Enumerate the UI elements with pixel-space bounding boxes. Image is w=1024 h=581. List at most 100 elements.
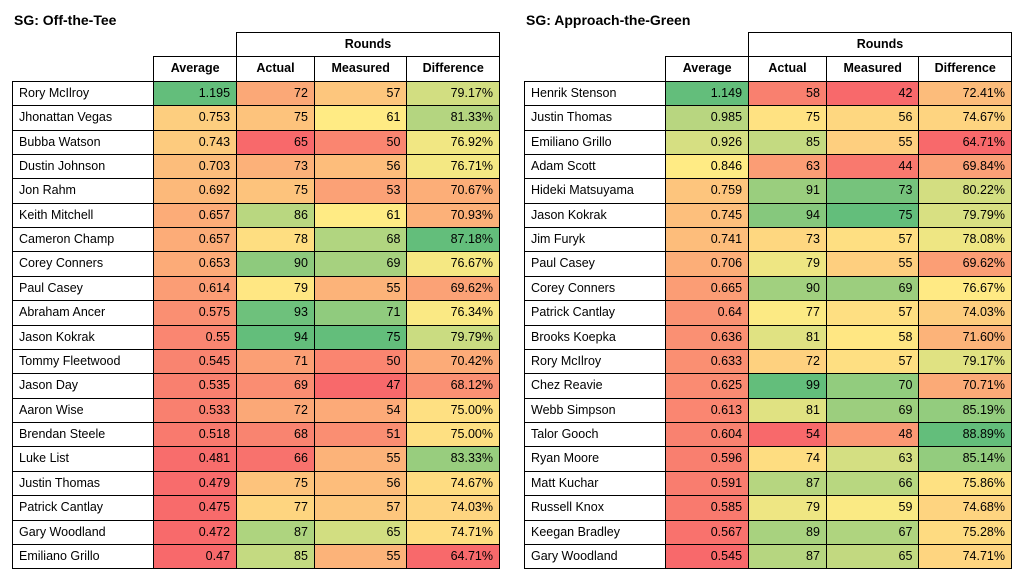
- cell-difference: 88.89%: [919, 423, 1012, 447]
- cell-actual: 87: [237, 520, 315, 544]
- cell-average: 0.613: [666, 398, 749, 422]
- table-row: Hideki Matsuyama0.759917380.22%: [525, 179, 1012, 203]
- cell-measured: 70: [826, 374, 919, 398]
- table-row: Rory McIlroy0.633725779.17%: [525, 349, 1012, 373]
- cell-average: 0.481: [154, 447, 237, 471]
- cell-average: 0.636: [666, 325, 749, 349]
- header-blank: [13, 57, 154, 81]
- header-average: Average: [154, 57, 237, 81]
- table-row: Brendan Steele0.518685175.00%: [13, 423, 500, 447]
- table-row: Adam Scott0.846634469.84%: [525, 154, 1012, 178]
- player-name: Brendan Steele: [13, 423, 154, 447]
- table-off-the-tee: Rounds Average Actual Measured Differenc…: [12, 32, 500, 569]
- cell-difference: 72.41%: [919, 81, 1012, 105]
- header-group-rounds: Rounds: [749, 33, 1012, 57]
- table-row: Jim Furyk0.741735778.08%: [525, 228, 1012, 252]
- table-row: Luke List0.481665583.33%: [13, 447, 500, 471]
- cell-actual: 85: [237, 544, 315, 568]
- header-difference: Difference: [919, 57, 1012, 81]
- table-row: Jason Kokrak0.55947579.79%: [13, 325, 500, 349]
- cell-difference: 75.86%: [919, 471, 1012, 495]
- cell-average: 0.585: [666, 496, 749, 520]
- player-name: Patrick Cantlay: [525, 301, 666, 325]
- header-blank: [525, 57, 666, 81]
- cell-actual: 89: [749, 520, 827, 544]
- cell-measured: 71: [314, 301, 407, 325]
- table-row: Corey Conners0.653906976.67%: [13, 252, 500, 276]
- cell-difference: 75.28%: [919, 520, 1012, 544]
- cell-actual: 68: [237, 423, 315, 447]
- cell-measured: 58: [826, 325, 919, 349]
- player-name: Cameron Champ: [13, 228, 154, 252]
- cell-actual: 79: [237, 276, 315, 300]
- table-row: Emiliano Grillo0.926855564.71%: [525, 130, 1012, 154]
- table-row: Dustin Johnson0.703735676.71%: [13, 154, 500, 178]
- cell-difference: 74.71%: [919, 544, 1012, 568]
- table-row: Webb Simpson0.613816985.19%: [525, 398, 1012, 422]
- player-name: Gary Woodland: [525, 544, 666, 568]
- cell-average: 0.475: [154, 496, 237, 520]
- player-name: Webb Simpson: [525, 398, 666, 422]
- cell-difference: 85.14%: [919, 447, 1012, 471]
- header-blank: [13, 33, 154, 57]
- cell-difference: 75.00%: [407, 423, 500, 447]
- table-row: Gary Woodland0.472876574.71%: [13, 520, 500, 544]
- cell-actual: 93: [237, 301, 315, 325]
- cell-measured: 57: [826, 228, 919, 252]
- header-blank: [154, 33, 237, 57]
- table-row: Jason Kokrak0.745947579.79%: [525, 203, 1012, 227]
- cell-actual: 73: [237, 154, 315, 178]
- cell-average: 1.195: [154, 81, 237, 105]
- cell-difference: 71.60%: [919, 325, 1012, 349]
- player-name: Abraham Ancer: [13, 301, 154, 325]
- cell-difference: 74.68%: [919, 496, 1012, 520]
- cell-average: 0.545: [666, 544, 749, 568]
- cell-measured: 69: [314, 252, 407, 276]
- cell-difference: 87.18%: [407, 228, 500, 252]
- cell-difference: 64.71%: [407, 544, 500, 568]
- cell-difference: 69.62%: [919, 252, 1012, 276]
- player-name: Chez Reavie: [525, 374, 666, 398]
- table-row: Tommy Fleetwood0.545715070.42%: [13, 349, 500, 373]
- header-measured: Measured: [826, 57, 919, 81]
- cell-difference: 70.42%: [407, 349, 500, 373]
- cell-actual: 72: [749, 349, 827, 373]
- cell-actual: 75: [749, 106, 827, 130]
- player-name: Jim Furyk: [525, 228, 666, 252]
- cell-actual: 54: [749, 423, 827, 447]
- table-row: Patrick Cantlay0.64775774.03%: [525, 301, 1012, 325]
- cell-actual: 77: [237, 496, 315, 520]
- player-name: Tommy Fleetwood: [13, 349, 154, 373]
- cell-average: 1.149: [666, 81, 749, 105]
- cell-difference: 64.71%: [919, 130, 1012, 154]
- cell-average: 0.625: [666, 374, 749, 398]
- player-name: Jason Kokrak: [13, 325, 154, 349]
- cell-average: 0.479: [154, 471, 237, 495]
- cell-actual: 65: [237, 130, 315, 154]
- cell-actual: 58: [749, 81, 827, 105]
- table-row: Brooks Koepka0.636815871.60%: [525, 325, 1012, 349]
- player-name: Aaron Wise: [13, 398, 154, 422]
- cell-difference: 70.67%: [407, 179, 500, 203]
- cell-average: 0.692: [154, 179, 237, 203]
- cell-actual: 75: [237, 471, 315, 495]
- table-row: Cameron Champ0.657786887.18%: [13, 228, 500, 252]
- cell-difference: 70.93%: [407, 203, 500, 227]
- cell-average: 0.759: [666, 179, 749, 203]
- cell-average: 0.633: [666, 349, 749, 373]
- header-blank: [666, 33, 749, 57]
- cell-difference: 79.17%: [919, 349, 1012, 373]
- cell-difference: 74.67%: [407, 471, 500, 495]
- cell-difference: 81.33%: [407, 106, 500, 130]
- cell-measured: 44: [826, 154, 919, 178]
- cell-measured: 57: [826, 349, 919, 373]
- cell-average: 0.657: [154, 228, 237, 252]
- table-row: Matt Kuchar0.591876675.86%: [525, 471, 1012, 495]
- cell-difference: 76.67%: [407, 252, 500, 276]
- player-name: Jason Kokrak: [525, 203, 666, 227]
- cell-measured: 75: [826, 203, 919, 227]
- cell-average: 0.596: [666, 447, 749, 471]
- cell-measured: 56: [314, 154, 407, 178]
- cell-measured: 55: [314, 447, 407, 471]
- panel-title: SG: Approach-the-Green: [524, 12, 1012, 28]
